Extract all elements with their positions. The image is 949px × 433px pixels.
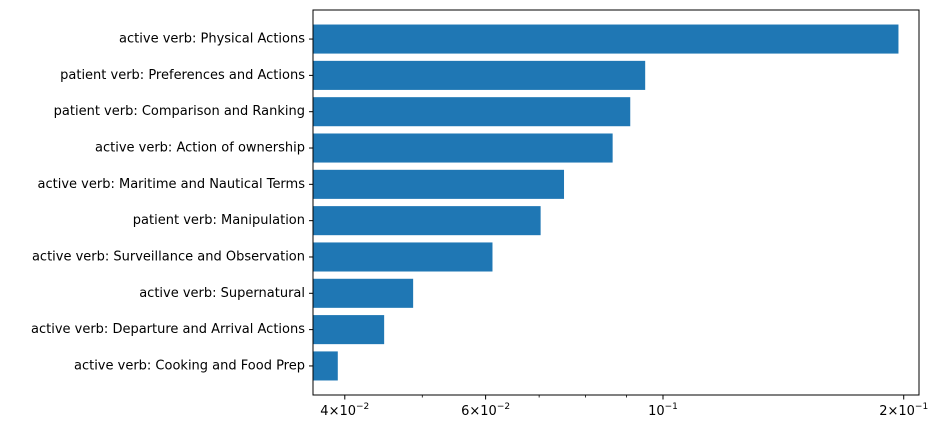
x-tick-label: 6×10−2	[461, 402, 510, 419]
category-label: active verb: Physical Actions	[119, 32, 305, 47]
bar	[313, 97, 631, 127]
bar	[313, 206, 541, 236]
category-label: active verb: Surveillance and Observatio…	[32, 249, 305, 264]
category-label: active verb: Action of ownership	[95, 141, 305, 156]
bar	[313, 242, 493, 272]
bar	[313, 24, 899, 54]
category-label: patient verb: Comparison and Ranking	[54, 104, 305, 119]
category-label: active verb: Cooking and Food Prep	[74, 358, 305, 373]
category-label: patient verb: Manipulation	[133, 213, 305, 228]
category-label: patient verb: Preferences and Actions	[60, 68, 305, 83]
x-tick-label: 2×10−1	[879, 402, 928, 419]
x-ticks-group: 4×10−2 6×10−2 10−1 2×10−1	[320, 395, 928, 419]
x-tick-label: 4×10−2	[320, 402, 369, 419]
bar	[313, 60, 646, 90]
category-label: active verb: Departure and Arrival Actio…	[31, 322, 305, 337]
bars-group	[313, 24, 899, 381]
bar	[313, 278, 414, 308]
category-labels-group: active verb: Physical Actions patient ver…	[31, 32, 313, 373]
bar	[313, 133, 613, 163]
category-label: active verb: Maritime and Nautical Terms	[38, 177, 306, 192]
category-label: active verb: Supernatural	[139, 286, 305, 301]
bar	[313, 315, 385, 345]
x-tick-label: 10−1	[648, 402, 678, 419]
plot-frame	[312, 9, 920, 396]
bar	[313, 169, 565, 199]
bar	[313, 351, 338, 381]
